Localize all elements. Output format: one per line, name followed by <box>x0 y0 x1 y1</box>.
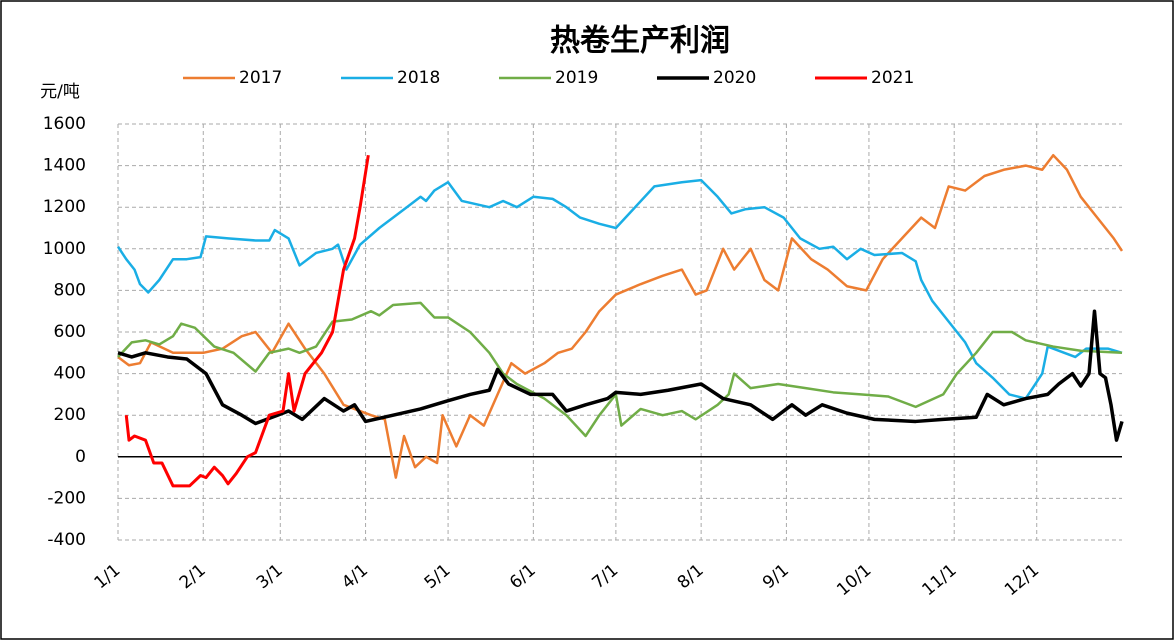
y-tick-label: -400 <box>47 530 86 550</box>
series-line <box>124 154 370 488</box>
legend-label: 2020 <box>713 68 756 88</box>
y-tick-label: 600 <box>54 322 86 342</box>
y-axis-label: 元/吨 <box>40 82 80 102</box>
legend-label: 2019 <box>555 68 598 88</box>
y-tick-label: 1200 <box>43 197 86 217</box>
series-line <box>117 309 1124 442</box>
series-line <box>116 178 1123 400</box>
y-tick-label: 1000 <box>43 239 86 259</box>
y-tick-label: 800 <box>54 280 86 300</box>
y-tick-label: 200 <box>54 405 86 425</box>
legend-label: 2017 <box>239 68 282 88</box>
chart-title: 热卷生产利润 <box>550 24 730 59</box>
y-tick-label: 0 <box>75 447 86 467</box>
series-line <box>117 301 1123 438</box>
y-tick-label: -200 <box>47 488 86 508</box>
series-line <box>117 153 1124 479</box>
legend-label: 2021 <box>871 68 914 88</box>
legend-label: 2018 <box>397 68 440 88</box>
y-tick-label: 1600 <box>43 114 86 134</box>
y-tick-label: 400 <box>54 364 86 384</box>
y-tick-label: 1400 <box>43 156 86 176</box>
